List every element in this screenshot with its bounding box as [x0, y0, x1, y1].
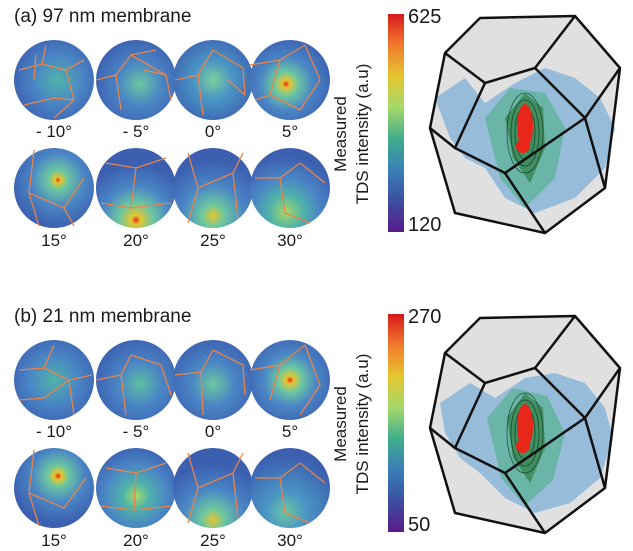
diffraction-disc-a-2: [95, 40, 176, 120]
panel-a: (a) 97 nm membrane - 10° - 5° 0° 5°: [0, 0, 633, 274]
angle-label: 5°: [281, 422, 299, 441]
diffraction-disc-a-1: [14, 40, 94, 120]
angle-label: 20°: [123, 231, 149, 250]
diffraction-disc-a-5: [14, 148, 94, 228]
diffraction-disc-a-3: [173, 40, 253, 120]
angle-label: 30°: [277, 531, 303, 550]
diffraction-disc-b-5: [14, 448, 94, 528]
colorbar-max-label: 625: [408, 6, 442, 28]
colorbar-max-label: 270: [408, 306, 442, 328]
panel-a-title: (a) 97 nm membrane: [14, 6, 192, 27]
diffraction-disc-b-6: [96, 448, 176, 528]
diffraction-disc-a-4: [249, 40, 330, 120]
diffraction-disc-a-8: [250, 148, 330, 228]
angle-label: 0°: [204, 122, 222, 141]
angle-label: - 5°: [122, 122, 150, 141]
colorbar-title: Measured TDS intensity (a.u): [331, 63, 372, 205]
angle-label: - 10°: [35, 422, 73, 441]
angle-label: 15°: [41, 531, 67, 550]
angle-label: 5°: [281, 122, 299, 141]
angle-label: - 10°: [35, 122, 73, 141]
angle-label: 30°: [277, 231, 303, 250]
angle-label: 15°: [41, 231, 67, 250]
angle-label: 0°: [204, 422, 222, 441]
colorbar-title: Measured TDS intensity (a.u): [331, 353, 372, 495]
diffraction-disc-b-4: [249, 340, 330, 420]
diffraction-disc-b-7: [173, 448, 253, 528]
diffraction-disc-b-1: [14, 340, 94, 420]
tds-isosurface-polyhedron: [428, 314, 622, 535]
diffraction-disc-b-3: [173, 340, 253, 420]
tds-isosurface-polyhedron: [428, 14, 622, 235]
angle-label: 25°: [200, 531, 226, 550]
angle-label: 20°: [123, 531, 149, 550]
diffraction-disc-a-6: [96, 148, 176, 228]
diffraction-disc-a-7: [173, 148, 253, 228]
panel-b: (b) 21 nm membrane - 10° - 5° 0° 5°: [0, 274, 633, 550]
panel-b-title: (b) 21 nm membrane: [14, 306, 192, 327]
colorbar: [388, 14, 404, 232]
angle-label: 25°: [200, 231, 226, 250]
colorbar-min-label: 50: [408, 514, 431, 536]
colorbar: [388, 314, 404, 532]
diffraction-disc-b-8: [250, 448, 330, 528]
angle-label: - 5°: [122, 422, 150, 441]
diffraction-disc-b-2: [95, 340, 176, 420]
colorbar-min-label: 120: [408, 214, 442, 236]
